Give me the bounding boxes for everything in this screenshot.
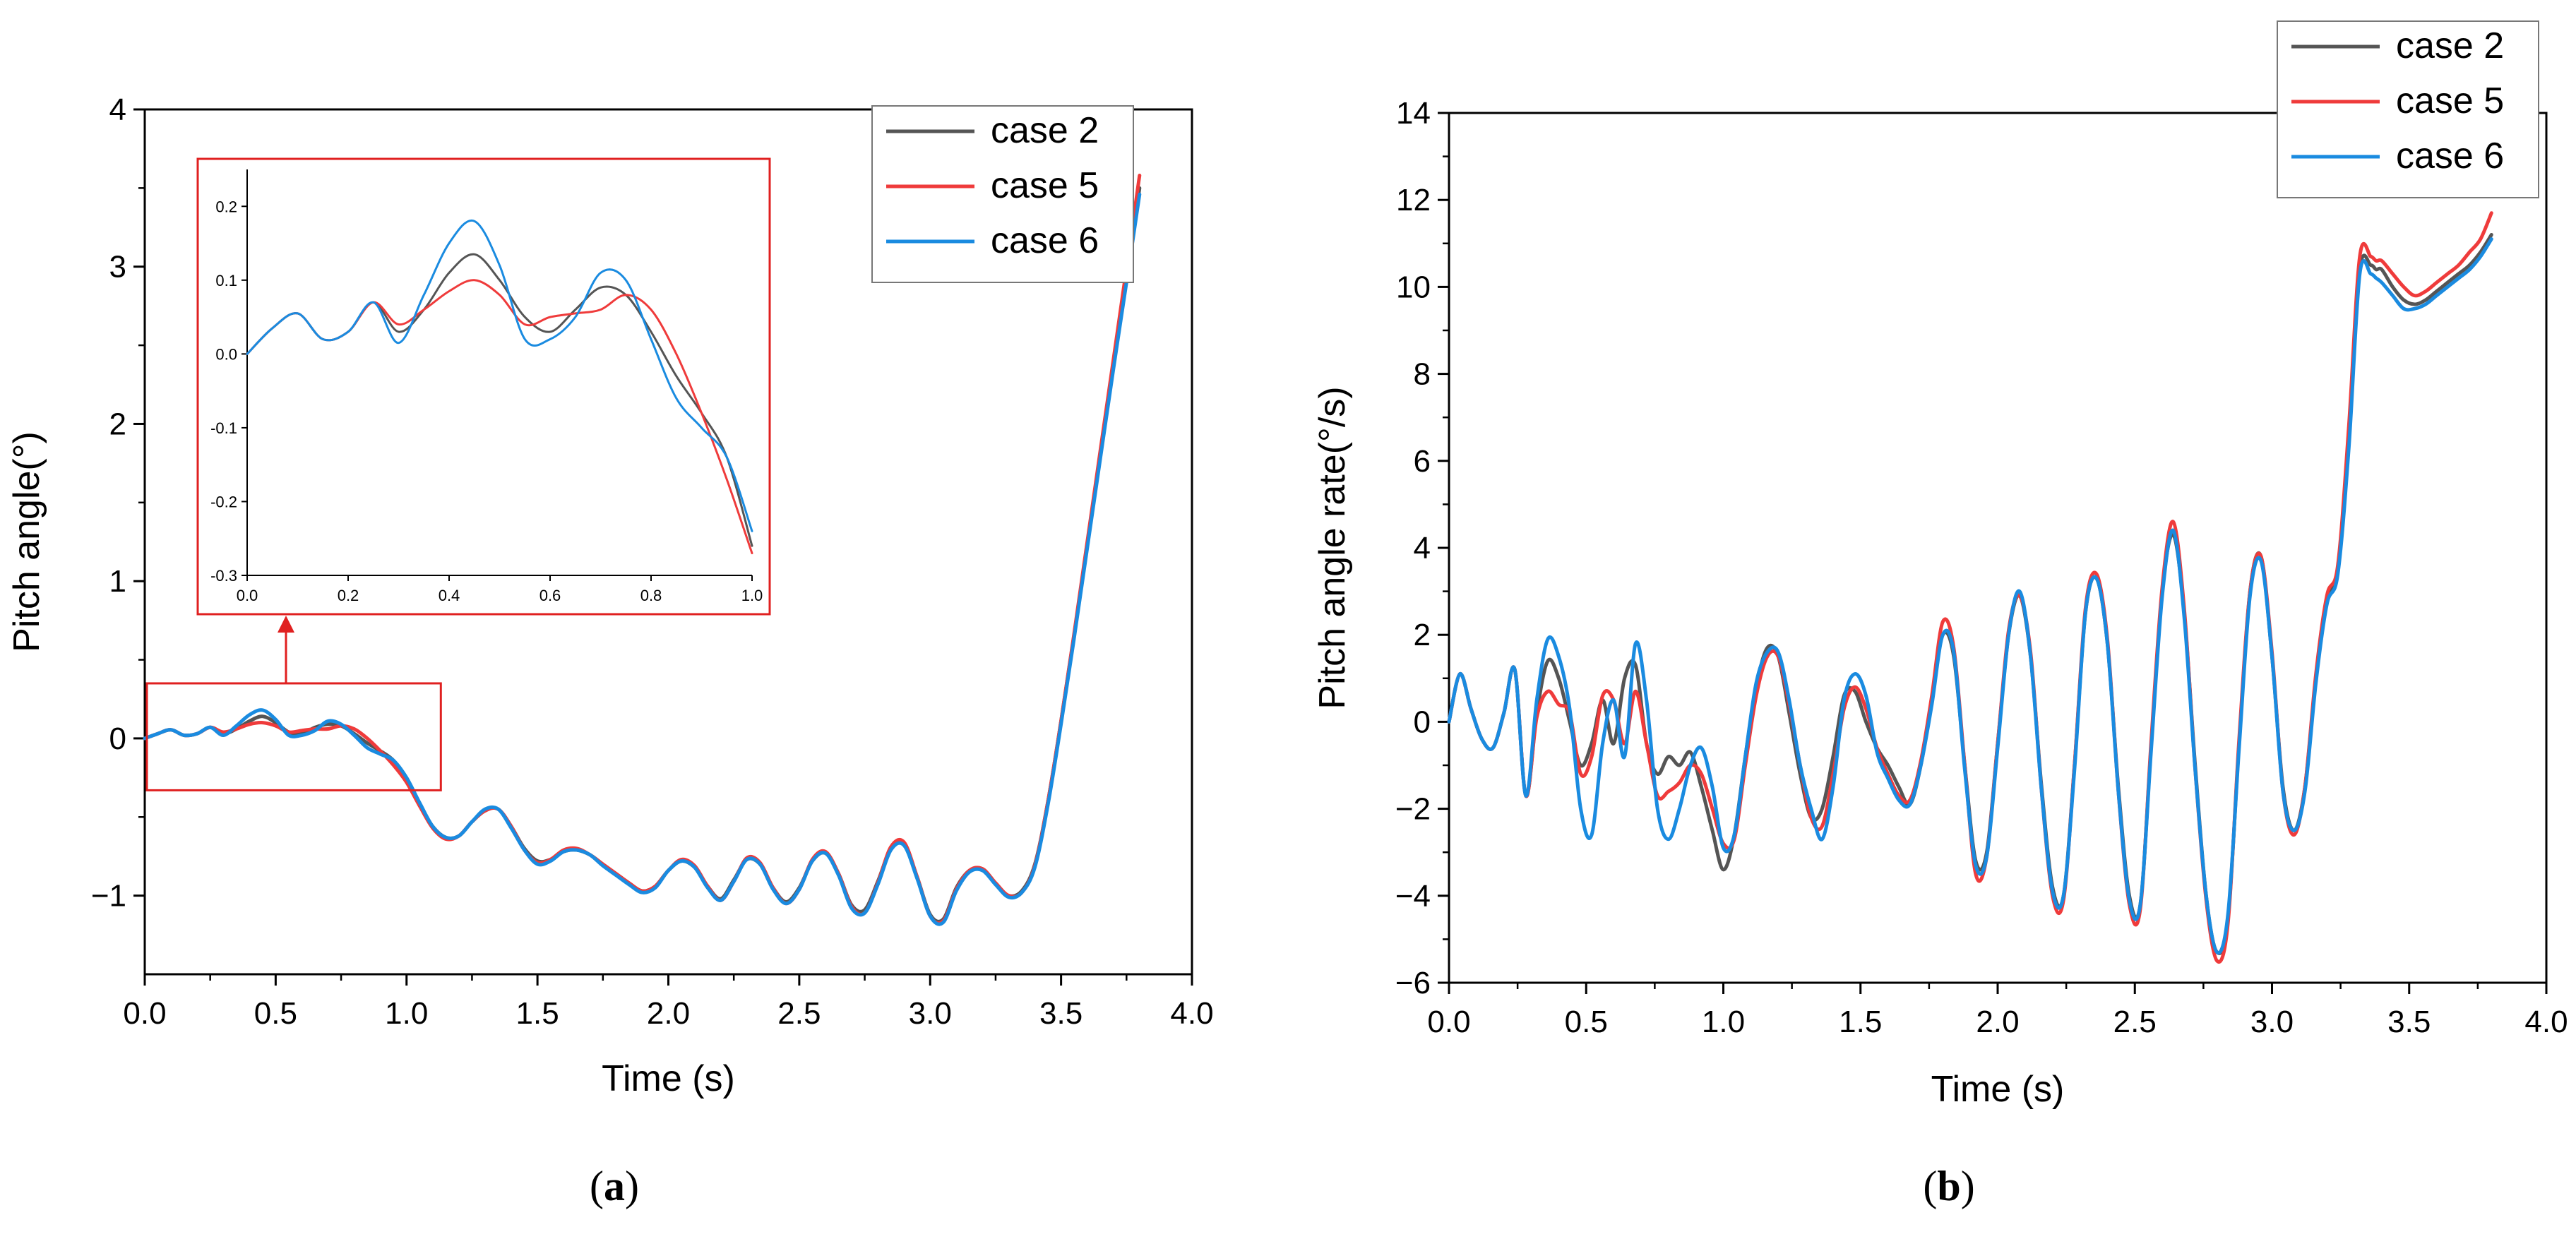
panel-a-caption-letter: a bbox=[604, 1163, 625, 1209]
panel-b-legend-label-case-5: case 5 bbox=[2396, 80, 2504, 121]
panel-b-y-tick-label: −4 bbox=[1395, 879, 1431, 914]
panel-a-caption-open: ( bbox=[590, 1163, 604, 1209]
panel-b-x-tick-label: 2.0 bbox=[1976, 1005, 2019, 1039]
panel-b-x-tick-label: 2.5 bbox=[2113, 1005, 2157, 1039]
panel-b-x-tick-label: 0.0 bbox=[1427, 1005, 1470, 1039]
panel-a-legend-label-case-6: case 6 bbox=[991, 220, 1099, 261]
panel-a-inset-y-tick-label: -0.2 bbox=[210, 493, 237, 510]
panel-a-y-tick-label: 3 bbox=[109, 250, 126, 285]
panel-a-x-tick-label: 4.0 bbox=[1170, 996, 1213, 1031]
panel-a-inset-box bbox=[196, 157, 771, 616]
panel-a-inset-x-tick-label: 0.4 bbox=[439, 587, 460, 604]
panel-b-x-tick-label: 1.0 bbox=[1702, 1005, 1745, 1039]
panel-a-x-tick-label: 3.0 bbox=[909, 996, 952, 1031]
panel-a-y-tick-label: 0 bbox=[109, 722, 126, 756]
panel-a-x-tick-label: 1.0 bbox=[385, 996, 428, 1031]
panel-b-x-tick-label: 1.5 bbox=[1839, 1005, 1882, 1039]
panel-a-inset-x-tick-label: 0.0 bbox=[237, 587, 258, 604]
panel-a-inset-y-tick-label: -0.1 bbox=[210, 419, 237, 437]
panel-a-x-tick-label: 1.5 bbox=[516, 996, 559, 1031]
panel-b-caption: (b) bbox=[1923, 1163, 1974, 1209]
panel-b-caption-open: ( bbox=[1923, 1163, 1937, 1209]
panel-b-y-tick-label: −2 bbox=[1395, 792, 1431, 827]
panel-a-y-tick-label: 4 bbox=[109, 92, 126, 127]
panel-a-inset-series-case-6-line bbox=[246, 219, 753, 532]
panel-a-y-tick-label: −1 bbox=[91, 879, 126, 914]
panel-b-series-case-6-line bbox=[1447, 237, 2493, 955]
panel-b-legend-box bbox=[2277, 20, 2539, 198]
panel-a-inset-x-tick-label: 1.0 bbox=[741, 587, 763, 604]
panel-b-x-tick-label: 0.5 bbox=[1565, 1005, 1608, 1039]
panel-b-y-tick-label: 12 bbox=[1396, 183, 1431, 217]
panel-a-legend-label-case-2: case 2 bbox=[991, 110, 1099, 151]
panel-b-y-tick-label: 2 bbox=[1414, 618, 1431, 652]
panel-b-x-tick-label: 3.0 bbox=[2250, 1005, 2294, 1039]
panel-b-y-axis-title: Pitch angle rate(°/s) bbox=[1312, 386, 1353, 709]
panel-b-y-tick-label: 8 bbox=[1414, 357, 1431, 392]
panel-a-zoom-region-box bbox=[145, 682, 442, 791]
panel-b-x-axis-title: Time (s) bbox=[1931, 1069, 2065, 1110]
panel-a-x-tick-label: 3.5 bbox=[1039, 996, 1083, 1031]
panel-b-y-tick-label: −6 bbox=[1395, 966, 1431, 1000]
panel-a-x-tick-label: 0.0 bbox=[123, 996, 166, 1031]
panel-a-inset-x-tick-label: 0.8 bbox=[640, 587, 662, 604]
panel-b-caption-close: ) bbox=[1961, 1163, 1975, 1209]
panel-b-x-tick-label: 4.0 bbox=[2524, 1005, 2568, 1039]
panel-b-x-tick-label: 3.5 bbox=[2387, 1005, 2431, 1039]
panel-a-inset-x-tick-label: 0.6 bbox=[539, 587, 561, 604]
panel-a-x-tick-label: 2.0 bbox=[647, 996, 690, 1031]
panel-a-x-tick-label: 2.5 bbox=[777, 996, 821, 1031]
panel-b-y-tick-label: 0 bbox=[1414, 705, 1431, 739]
panel-a-inset-y-tick-label: 0.0 bbox=[215, 345, 237, 363]
panel-a-y-tick-label: 2 bbox=[109, 407, 126, 441]
panel-a-series-case-6-line bbox=[143, 192, 1142, 926]
panel-a-zoom-arrow-head bbox=[278, 616, 294, 633]
panel-a-legend-box bbox=[871, 105, 1134, 283]
panel-b-pitch-angle-rate: 0.0 0.5 1.0 1.5 2.0 2.5 3.0 3.5 4.0 −6 −4 −2 0 2 4 6 8 10… bbox=[1312, 20, 2568, 1110]
panel-a-inset-x-tick-label: 0.2 bbox=[338, 587, 359, 604]
panel-a-inset-y-tick-label: -0.3 bbox=[210, 567, 237, 585]
panel-b-legend-label-case-2: case 2 bbox=[2396, 25, 2504, 66]
panel-b-y-tick-label: 6 bbox=[1414, 444, 1431, 479]
panel-a-caption: (a) bbox=[590, 1163, 639, 1209]
panel-a-inset-y-tick-label: 0.2 bbox=[215, 198, 237, 215]
panel-a-caption-close: ) bbox=[625, 1163, 639, 1209]
panel-a-pitch-angle: 0.0 0.5 1.0 1.5 2.0 2.5 3.0 3.5 4.0 −1 0 1 2 3 4 Time (… bbox=[6, 92, 1214, 1099]
panel-a-inset-y-tick-label: 0.1 bbox=[215, 272, 237, 289]
panel-b-y-tick-label: 14 bbox=[1396, 96, 1431, 131]
panel-b-y-tick-label: 4 bbox=[1414, 531, 1431, 565]
panel-b-caption-letter: b bbox=[1937, 1163, 1960, 1209]
panel-a-legend-label-case-5: case 5 bbox=[991, 165, 1099, 206]
panel-a-y-tick-label: 1 bbox=[109, 564, 126, 599]
panel-a-x-tick-label: 0.5 bbox=[254, 996, 297, 1031]
panel-b-y-tick-label: 10 bbox=[1396, 270, 1431, 304]
panel-a-y-axis-title: Pitch angle(°) bbox=[6, 431, 47, 652]
panel-b-legend-label-case-6: case 6 bbox=[2396, 136, 2504, 176]
panel-a-x-axis-title: Time (s) bbox=[602, 1058, 735, 1099]
